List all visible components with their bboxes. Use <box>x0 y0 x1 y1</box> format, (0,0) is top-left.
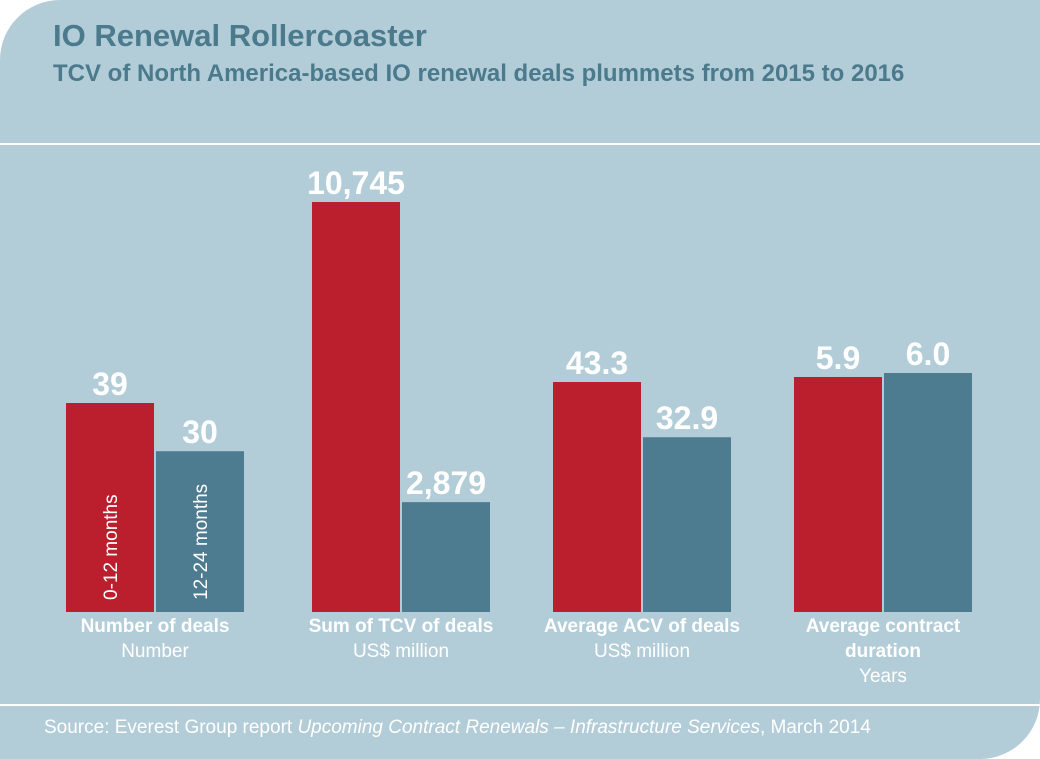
unit-label: US$ million <box>594 641 690 662</box>
value-label: 32.9 <box>656 400 718 436</box>
unit-label: Years <box>859 666 907 687</box>
category-label: Sum of TCV of deals <box>309 616 494 637</box>
chart-title: IO Renewal Rollercoaster <box>53 18 427 53</box>
category-label: Average ACV of deals <box>544 616 740 637</box>
source-note: Source: Everest Group report Upcoming Co… <box>44 717 871 739</box>
legend-label-0-12-months: 0-12 months <box>101 494 122 600</box>
header-divider <box>0 143 1040 145</box>
value-label: 2,879 <box>406 465 486 501</box>
unit-label: Number <box>121 641 189 662</box>
value-label: 43.3 <box>566 345 628 381</box>
source-prefix: Source: Everest Group report <box>44 717 298 738</box>
footer-divider <box>0 704 1040 706</box>
category-label: Average contract <box>806 616 961 637</box>
source-suffix: , March 2014 <box>759 717 871 738</box>
value-label: 6.0 <box>906 336 950 372</box>
chart-subtitle: TCV of North America-based IO renewal de… <box>53 60 905 87</box>
value-label: 10,745 <box>307 165 405 201</box>
bar-12-24-months <box>156 451 244 612</box>
category-label: duration <box>845 641 921 662</box>
bar-12-24-months <box>884 373 972 612</box>
unit-label: US$ million <box>353 641 449 662</box>
value-label: 5.9 <box>816 340 860 376</box>
category-label: Number of deals <box>81 616 230 637</box>
bar-12-24-months <box>643 437 731 612</box>
legend-label-12-24-months: 12-24 months <box>191 484 212 600</box>
value-label: 39 <box>92 366 128 402</box>
bar-0-12-months <box>794 376 882 612</box>
bar-0-12-months <box>312 202 400 612</box>
bar-0-12-months <box>66 403 154 612</box>
source-report-title: Upcoming Contract Renewals – Infrastruct… <box>297 717 760 738</box>
value-label: 30 <box>182 414 218 450</box>
bar-12-24-months <box>402 502 490 612</box>
bar-0-12-months <box>553 382 641 612</box>
